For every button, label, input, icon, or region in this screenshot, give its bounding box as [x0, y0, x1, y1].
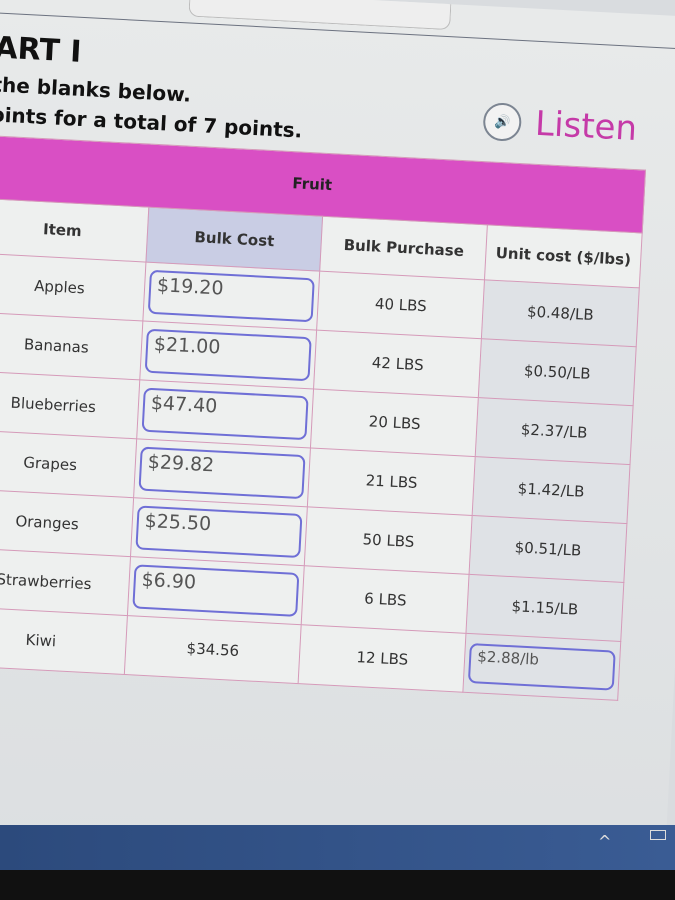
- unit-cost-cell: $0.50/LB: [478, 338, 637, 406]
- column-header-item: Item: [0, 198, 149, 263]
- column-header-unit-cost: Unit cost ($/lbs): [484, 224, 643, 288]
- bezel: [0, 870, 675, 900]
- item-cell: Grapes: [0, 429, 137, 498]
- unit-cost-cell: $2.37/LB: [475, 397, 634, 465]
- column-header-bulk-purchase: Bulk Purchase: [320, 216, 488, 280]
- bulk-cost-cell: $47.40: [136, 379, 315, 448]
- bulk-purchase-cell: 6 LBS: [301, 565, 470, 634]
- bulk-purchase-cell: 42 LBS: [314, 330, 482, 398]
- bulk-cost-input[interactable]: $29.82: [138, 446, 307, 500]
- bulk-purchase-cell: 12 LBS: [298, 624, 467, 693]
- bulk-cost-input[interactable]: $47.40: [141, 387, 310, 441]
- unit-cost-cell: $1.15/LB: [466, 574, 624, 642]
- page-title: ART I: [0, 30, 83, 70]
- chevron-up-icon[interactable]: ^: [598, 832, 612, 851]
- unit-cost-cell: $0.51/LB: [469, 515, 627, 583]
- bulk-cost-cell: $34.56: [124, 615, 302, 684]
- column-header-bulk-cost: Bulk Cost: [145, 207, 324, 272]
- item-cell: Kiwi: [0, 606, 128, 675]
- unit-cost-cell: $1.42/LB: [472, 456, 631, 524]
- speaker-icon: 🔊: [482, 102, 523, 142]
- listen-button[interactable]: 🔊 Listen: [482, 101, 638, 149]
- fruit-table: Fruit Item Bulk Cost Bulk Purchase Unit …: [0, 134, 646, 701]
- item-cell: Bananas: [0, 312, 143, 380]
- bulk-cost-input[interactable]: $25.50: [135, 505, 303, 559]
- bulk-cost-input[interactable]: $21.00: [144, 328, 313, 382]
- unit-cost-cell: $2.88/lb: [462, 633, 621, 701]
- battery-icon: [650, 830, 666, 840]
- bulk-purchase-cell: 40 LBS: [317, 271, 485, 339]
- item-cell: Blueberries: [0, 370, 140, 439]
- bulk-purchase-cell: 21 LBS: [307, 447, 476, 516]
- bulk-cost-cell: $19.20: [142, 262, 321, 331]
- item-cell: Apples: [0, 253, 146, 321]
- unit-cost-cell: $0.48/LB: [481, 279, 640, 347]
- bulk-cost-input[interactable]: $6.90: [132, 564, 300, 617]
- bulk-cost-cell: $6.90: [127, 556, 305, 625]
- listen-label: Listen: [534, 103, 639, 150]
- instruction-line-2: oints for a total of 7 points.: [0, 102, 303, 143]
- bulk-cost-cell: $25.50: [130, 497, 308, 566]
- bulk-cost-cell: $29.82: [133, 438, 311, 507]
- bulk-cost-input[interactable]: $19.20: [147, 269, 316, 323]
- item-cell: Oranges: [0, 488, 134, 557]
- taskbar: [0, 825, 675, 870]
- top-box: [188, 0, 452, 31]
- bulk-purchase-cell: 20 LBS: [310, 389, 479, 457]
- bulk-purchase-cell: 50 LBS: [304, 506, 473, 575]
- item-cell: Strawberries: [0, 547, 131, 616]
- instruction-line-1: the blanks below.: [0, 72, 192, 107]
- unit-cost-input[interactable]: $2.88/lb: [467, 643, 616, 691]
- bulk-cost-cell: $21.00: [139, 320, 318, 390]
